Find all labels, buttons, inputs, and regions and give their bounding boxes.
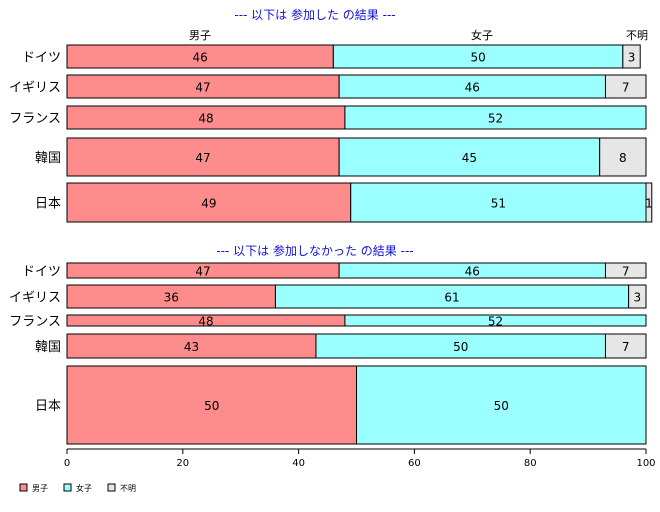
bar-value-label: 61: [444, 291, 459, 305]
x-axis: 0 20 40 60 80 100: [64, 448, 656, 469]
bar-value-label: 1: [645, 197, 653, 211]
bar-value-label: 50: [453, 340, 468, 354]
panel-1-title: --- 以下は 参加した の結果 ---: [234, 7, 395, 22]
bar-segment-unknown: [645, 182, 653, 223]
bar-value-label: 45: [462, 151, 477, 165]
category-label: イギリス: [9, 81, 61, 96]
bar-value-label: 7: [622, 340, 630, 354]
category-label: 日本: [35, 197, 61, 212]
bar-segment-female: [344, 314, 647, 327]
bar-segment-male: [66, 182, 352, 223]
bar-value-label: 3: [628, 51, 636, 65]
bar-segment-female: [350, 182, 647, 223]
legend-label: 女子: [76, 483, 92, 493]
bar-value-label: 50: [470, 51, 485, 65]
bar-segment-unknown: [604, 333, 647, 359]
legend-swatch: [63, 483, 72, 492]
bar-value-label: 46: [193, 51, 208, 65]
bar-value-label: 49: [201, 197, 216, 211]
legend-swatch: [107, 483, 116, 492]
bar-segment-unknown: [604, 74, 647, 99]
legend-label: 男子: [32, 484, 48, 493]
bar-segment-female: [315, 333, 606, 359]
bar-segment-unknown: [622, 44, 641, 69]
bar-value-label: 51: [491, 197, 506, 211]
category-label: イギリス: [9, 291, 61, 306]
bar-value-label: 36: [164, 291, 179, 305]
bar-value-label: 7: [622, 81, 630, 95]
legend: 男子 女子 不明: [19, 483, 136, 493]
bar-value-label: 50: [204, 399, 219, 413]
category-label: ドイツ: [22, 265, 61, 280]
bar-segment-unknown: [599, 137, 647, 177]
bar-value-label: 47: [195, 151, 210, 165]
bar-segment-unknown: [604, 262, 647, 279]
bars-layer: ドイツ 46 50 3 イギリス 47 46 7 フランス 48 52 韓国 47 45 8 日本 49 51 1 ド…: [9, 44, 653, 445]
category-label: ドイツ: [22, 51, 61, 66]
bar-value-label: 43: [184, 340, 199, 354]
legend-swatch: [19, 483, 28, 492]
x-tick-label: 20: [176, 458, 189, 469]
bar-value-label: 3: [633, 291, 641, 305]
bar-segment-female: [344, 105, 647, 130]
x-tick-label: 40: [292, 458, 305, 469]
bar-segment-male: [66, 365, 357, 445]
x-tick-label: 60: [408, 458, 421, 469]
category-label: 日本: [35, 399, 61, 414]
category-label: フランス: [9, 112, 61, 127]
bar-value-label: 52: [488, 112, 503, 126]
category-label: フランス: [9, 315, 61, 330]
panel-2-title: --- 以下は 参加しなかった の結果 ---: [216, 243, 413, 258]
bar-value-label: 52: [488, 315, 503, 329]
bar-value-label: 48: [198, 315, 213, 329]
bar-value-label: 7: [622, 265, 630, 279]
bar-value-label: 46: [465, 81, 480, 95]
header-male: 男子: [189, 29, 211, 42]
x-tick-label: 100: [636, 458, 655, 469]
bar-value-label: 8: [619, 151, 627, 165]
bar-segment-female: [356, 365, 647, 445]
bar-value-label: 46: [465, 265, 480, 279]
x-tick-label: 80: [524, 458, 537, 469]
bar-value-label: 48: [198, 112, 213, 126]
legend-label: 不明: [120, 484, 136, 493]
bar-value-label: 47: [195, 265, 210, 279]
bar-value-label: 47: [195, 81, 210, 95]
bar-value-label: 50: [494, 399, 509, 413]
category-label: 韓国: [35, 340, 61, 355]
bar-segment-male: [66, 333, 317, 359]
category-label: 韓国: [35, 151, 61, 166]
bar-segment-unknown: [628, 284, 647, 309]
bar-segment-female: [338, 137, 601, 177]
x-tick-label: 0: [64, 458, 70, 469]
header-unknown: 不明: [626, 29, 648, 42]
header-female: 女子: [471, 28, 493, 42]
